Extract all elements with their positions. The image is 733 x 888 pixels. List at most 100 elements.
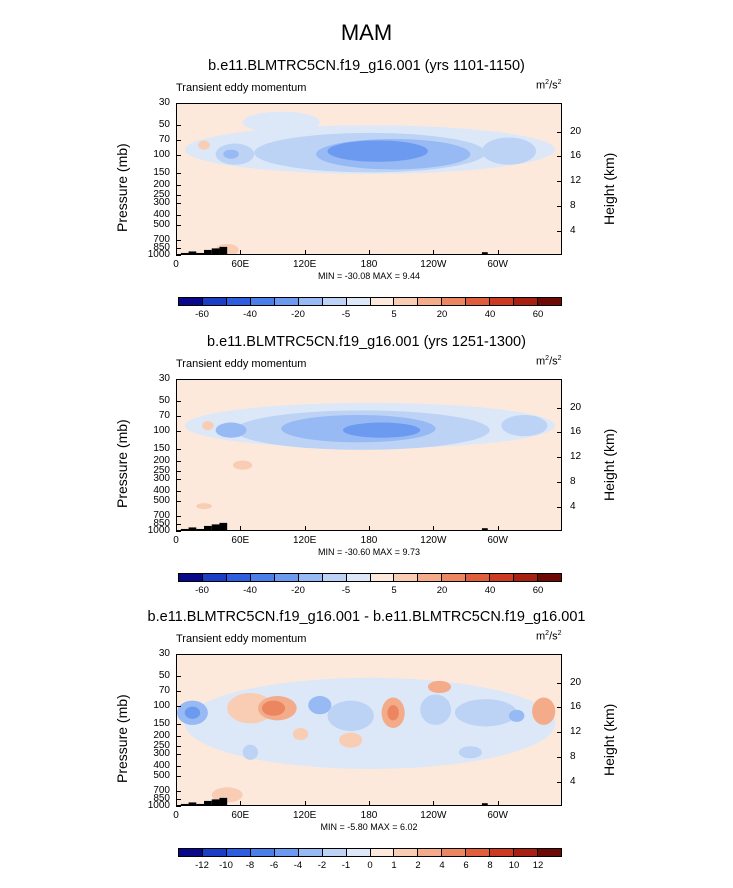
contour-region bbox=[420, 694, 452, 725]
y-tick-label: 50 bbox=[158, 119, 170, 131]
x-tick-mark bbox=[433, 250, 435, 255]
y-right-tick-label: 8 bbox=[570, 476, 576, 488]
x-tick-label: 0 bbox=[173, 810, 179, 821]
contour-field bbox=[180, 111, 556, 254]
panel-title: b.e11.BLMTRC5CN.f19_g16.001 (yrs 1251-13… bbox=[207, 334, 526, 350]
x-tick-label: 180 bbox=[360, 259, 378, 270]
colorbar-swatch bbox=[298, 849, 323, 856]
units-exp1: 2 bbox=[545, 355, 550, 362]
x-tick-label: 60E bbox=[231, 810, 250, 821]
y-right-tick-mark bbox=[557, 482, 562, 484]
y-right-tick-label: 20 bbox=[570, 125, 582, 137]
x-tick-mark bbox=[240, 250, 242, 255]
x-tick-mark bbox=[176, 526, 177, 531]
colorbar-tick-label: 1 bbox=[391, 860, 397, 871]
y-right-tick-label: 20 bbox=[570, 676, 582, 688]
x-tick-mark bbox=[497, 250, 499, 255]
contour-region bbox=[198, 140, 210, 150]
y-right-tick-label: 12 bbox=[570, 451, 582, 463]
colorbar-tick-label: -8 bbox=[245, 860, 255, 871]
y-tick-mark bbox=[176, 745, 181, 747]
y-tick-mark bbox=[176, 806, 181, 807]
x-tick-mark bbox=[304, 250, 306, 255]
y-tick-label: 500 bbox=[153, 494, 170, 506]
colorbar-swatch bbox=[466, 574, 491, 581]
y-right-tick-mark bbox=[557, 407, 562, 409]
x-tick-label: 120W bbox=[420, 810, 447, 821]
y-tick-label: 150 bbox=[153, 442, 170, 454]
y-tick-label: 150 bbox=[153, 717, 170, 729]
y-right-tick-mark bbox=[557, 732, 562, 734]
colorbar-swatch bbox=[370, 298, 395, 305]
units-exp1: 2 bbox=[545, 79, 550, 86]
colorbar-swatch bbox=[538, 298, 561, 305]
y-right-tick-label: 12 bbox=[570, 175, 582, 187]
colorbar-tick-label: -2 bbox=[317, 860, 327, 871]
topography-bar bbox=[204, 249, 212, 254]
x-tick-label: 120W bbox=[420, 259, 447, 270]
contour-region bbox=[342, 422, 421, 438]
y-tick-mark bbox=[176, 103, 181, 104]
x-tick-label: 60W bbox=[487, 810, 508, 821]
units-base: m bbox=[536, 630, 546, 643]
colorbar-tick-label: 0 bbox=[367, 860, 373, 871]
y-tick-label: 100 bbox=[153, 425, 170, 437]
colorbar-swatch bbox=[346, 574, 371, 581]
y-tick-mark bbox=[176, 255, 181, 256]
y-axis-label: Pressure (mb) bbox=[114, 694, 130, 783]
colorbar-tick-label: -1 bbox=[341, 860, 351, 871]
y-tick-mark bbox=[176, 415, 181, 417]
y-tick-mark bbox=[176, 723, 181, 725]
colorbar-tick-label: -12 bbox=[195, 860, 209, 871]
colorbar-swatch bbox=[250, 849, 275, 856]
colorbar-tick-label: -20 bbox=[291, 585, 305, 596]
colorbar-swatch bbox=[466, 298, 491, 305]
contour-field bbox=[180, 402, 556, 530]
y-right-tick-label: 8 bbox=[570, 200, 576, 212]
topography-bar bbox=[219, 797, 228, 805]
y-tick-mark bbox=[176, 461, 181, 463]
y-tick-mark bbox=[176, 155, 181, 157]
contour-region bbox=[215, 422, 247, 438]
colorbar-tick-label: 12 bbox=[532, 860, 544, 871]
panel-subtitle: Transient eddy momentum bbox=[176, 82, 307, 94]
colorbar-swatch bbox=[538, 849, 561, 856]
topography-bar bbox=[211, 799, 220, 805]
contour-region bbox=[532, 697, 556, 725]
contour-region bbox=[458, 746, 482, 759]
contour-region bbox=[508, 709, 525, 722]
topography-bar bbox=[188, 527, 197, 530]
y-tick-label: 70 bbox=[158, 684, 170, 696]
units-exp1: 2 bbox=[545, 630, 550, 637]
colorbar-swatch bbox=[322, 574, 347, 581]
y-tick-mark bbox=[176, 239, 181, 241]
y-tick-label: 1000 bbox=[147, 525, 170, 536]
y-tick-mark bbox=[176, 379, 181, 380]
contour-region bbox=[308, 696, 332, 715]
y-right-tick-mark bbox=[557, 682, 562, 684]
y-right-tick-label: 20 bbox=[570, 401, 582, 413]
colorbar-swatch bbox=[394, 849, 419, 856]
colorbar-swatch bbox=[202, 574, 227, 581]
y-tick-mark bbox=[176, 185, 181, 187]
topography-bar bbox=[180, 252, 189, 254]
colorbar-swatch bbox=[466, 849, 491, 856]
units-base: m bbox=[536, 355, 546, 368]
y-tick-mark bbox=[176, 172, 181, 174]
y-right-tick-mark bbox=[557, 457, 562, 459]
x-tick-label: 180 bbox=[360, 535, 378, 546]
colorbar-swatch bbox=[298, 574, 323, 581]
colorbar-swatch bbox=[394, 574, 419, 581]
contour-region bbox=[242, 111, 320, 133]
y-tick-label: 700 bbox=[153, 784, 170, 796]
y-right-tick-mark bbox=[557, 506, 562, 508]
colorbar-swatch bbox=[250, 298, 275, 305]
colorbar-swatch bbox=[226, 849, 251, 856]
colorbar-tick-label: 60 bbox=[532, 309, 544, 320]
colorbar-tick-label: -20 bbox=[291, 309, 305, 320]
panel-title: b.e11.BLMTRC5CN.f19_g16.001 (yrs 1101-11… bbox=[208, 58, 525, 74]
y-tick-mark bbox=[176, 401, 181, 403]
y-tick-mark bbox=[176, 500, 181, 502]
colorbar-swatch bbox=[298, 298, 323, 305]
min-max-stats: MIN = -30.08 MAX = 9.44 bbox=[317, 271, 421, 281]
